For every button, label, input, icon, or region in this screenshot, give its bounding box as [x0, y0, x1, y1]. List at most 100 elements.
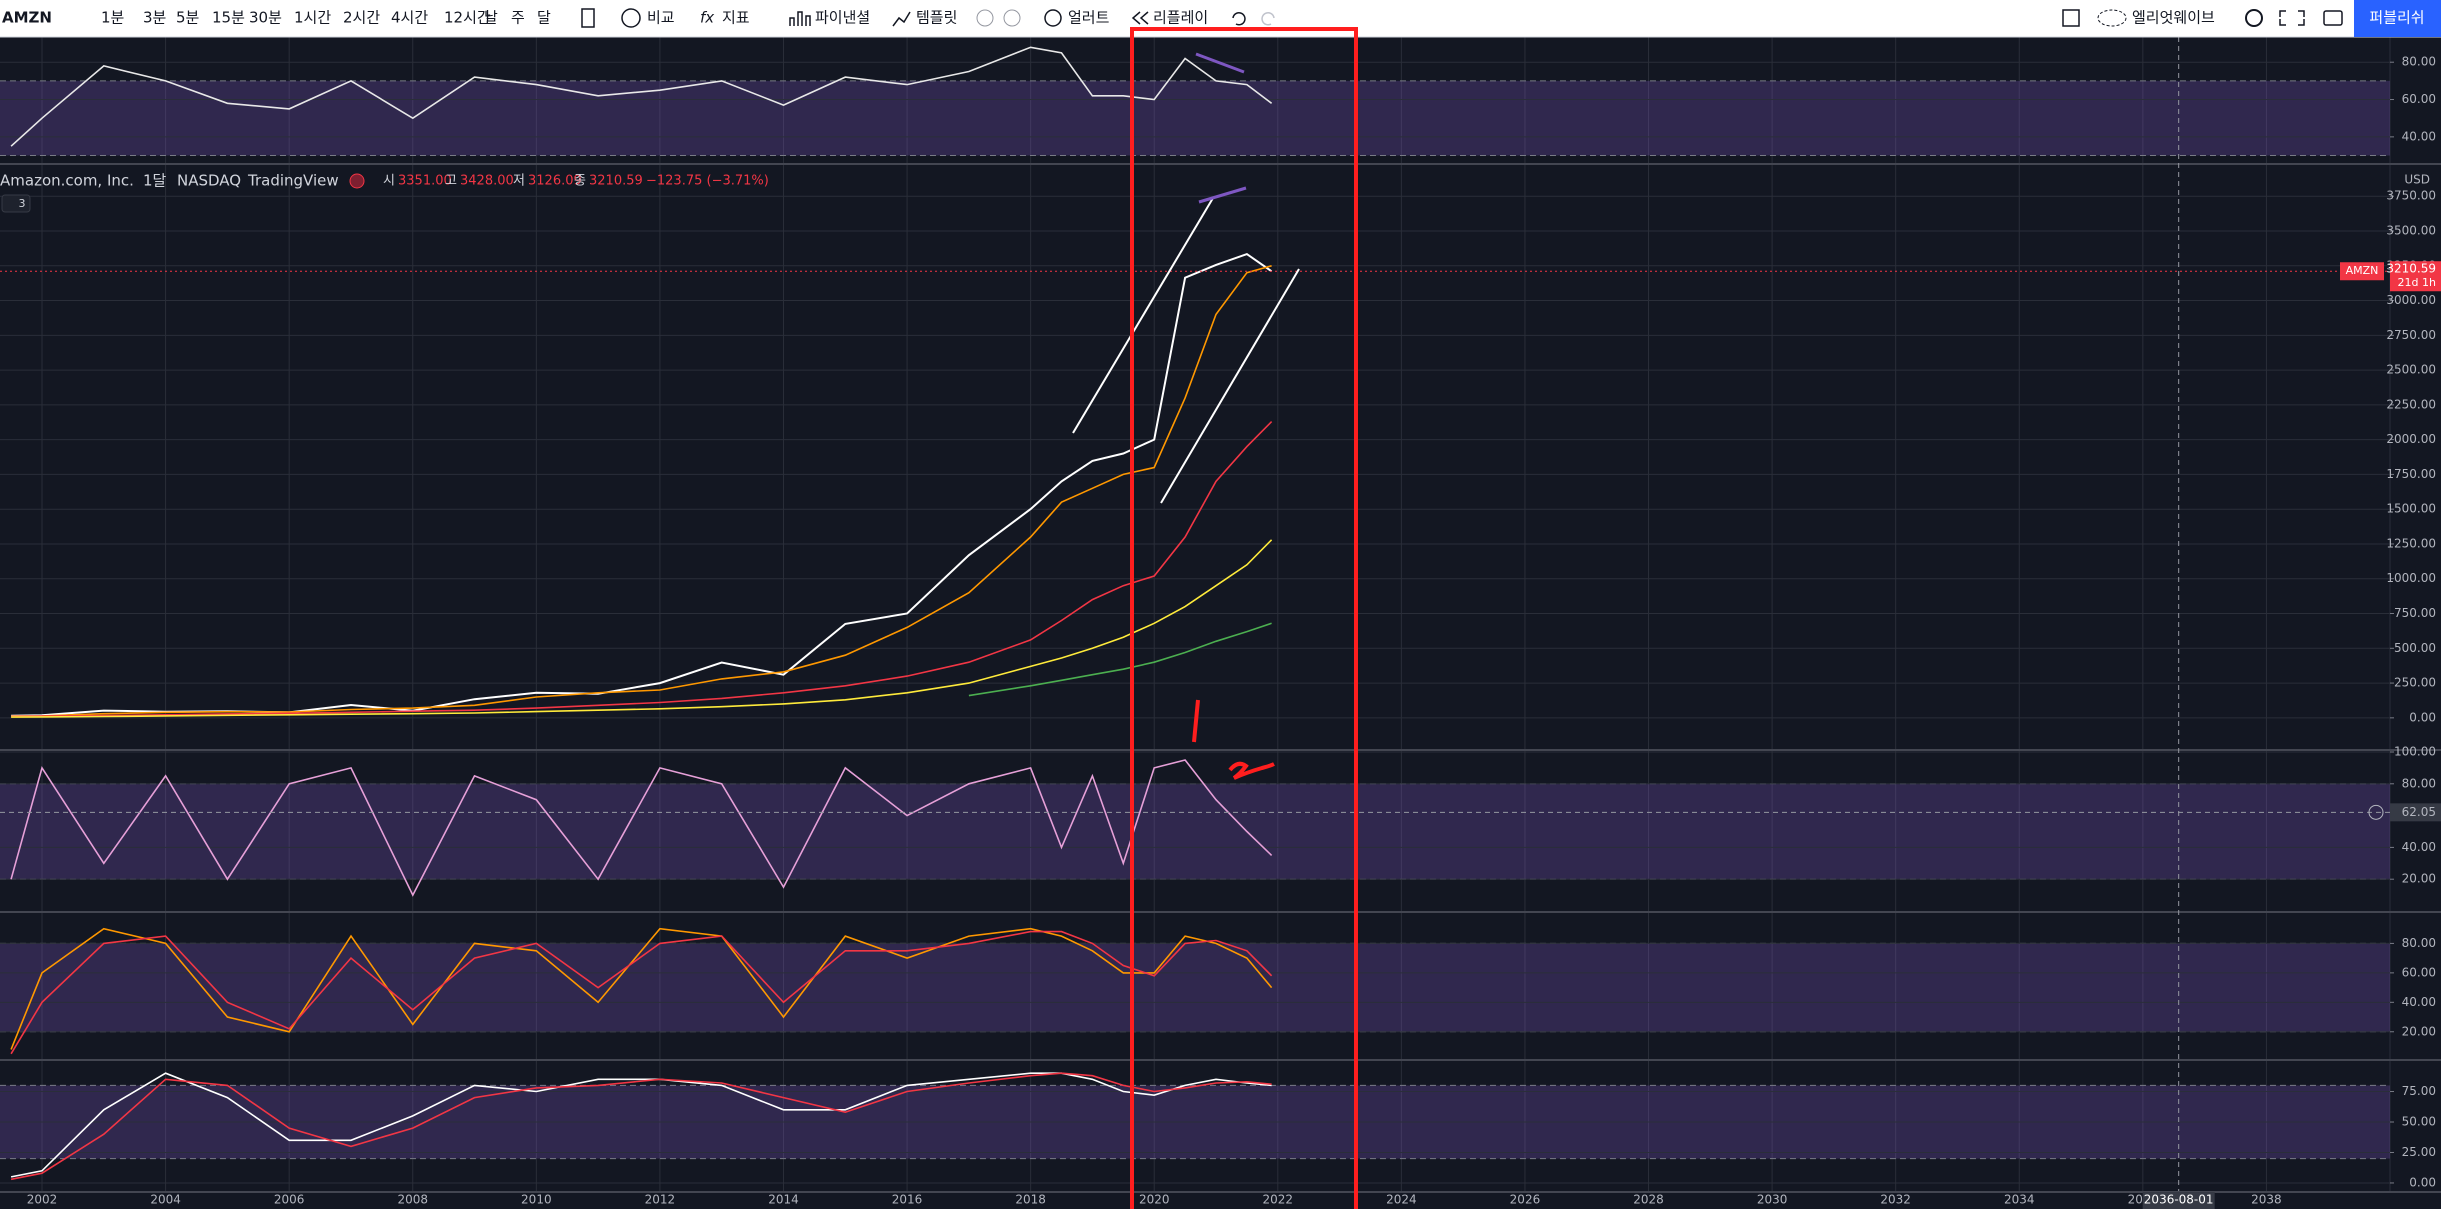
ohlc-name: 저	[513, 174, 525, 189]
annotation-two[interactable]	[1228, 761, 1275, 780]
y-tick-label: 1500.00	[2386, 502, 2436, 516]
interval-button[interactable]: 1분	[101, 9, 125, 27]
x-tick-label: 2026	[1510, 1193, 1541, 1207]
annotation-one[interactable]	[1192, 699, 1200, 743]
series-line	[10, 1072, 1272, 1178]
template-slot[interactable]	[976, 9, 994, 27]
currency[interactable]: USD	[2404, 173, 2430, 187]
series-line	[10, 46, 1273, 147]
legend-exchange: NASDAQ	[177, 172, 241, 190]
x-tick-label: 2034	[2004, 1193, 2035, 1207]
x-tick-label: 2018	[1015, 1193, 1046, 1207]
x-tick-label: 2038	[2251, 1193, 2282, 1207]
interval-button[interactable]: 12시간	[444, 9, 491, 27]
collapse-count: 3	[19, 197, 26, 210]
interval-button[interactable]: 날	[484, 9, 498, 27]
x-tick-label: 2016	[892, 1193, 923, 1207]
countdown: 21d 1h	[2398, 276, 2436, 289]
channel-line[interactable]	[1160, 268, 1300, 504]
interval-button[interactable]: 5분	[176, 9, 200, 27]
divergence-line[interactable]	[1198, 186, 1247, 204]
series-line	[968, 622, 1272, 697]
layout-name[interactable]: 엘리엇웨이브	[2132, 9, 2215, 27]
interval-button[interactable]: 15분	[212, 9, 245, 27]
y-tick-label: 2000.00	[2386, 432, 2436, 446]
interval-button[interactable]: 주	[511, 9, 525, 27]
band	[0, 943, 2390, 1032]
series-line	[10, 927, 1273, 1050]
compare-icon[interactable]	[621, 8, 641, 28]
price-tag	[2390, 261, 2441, 292]
highlight-box[interactable]	[1130, 27, 1358, 1209]
y-tick-label: 40.00	[2402, 129, 2436, 143]
y-tick-label: 20.00	[2402, 872, 2436, 886]
interval-button[interactable]: 30분	[249, 9, 282, 27]
x-tick-label: 2030	[1757, 1193, 1788, 1207]
templates-button[interactable]: 템플릿	[916, 9, 957, 27]
symbol[interactable]: AMZN	[2, 9, 52, 27]
y-tick-label: 75.00	[2402, 1084, 2436, 1098]
time-tag	[2142, 1192, 2215, 1209]
crosshair-value: 62.05	[2402, 805, 2436, 819]
settings-button[interactable]	[2245, 9, 2263, 27]
collapse-button[interactable]	[1, 194, 31, 213]
x-tick-label: 2004	[150, 1193, 181, 1207]
compare-button[interactable]: 비교	[647, 9, 675, 27]
y-tick-label: 40.00	[2402, 840, 2436, 854]
publish-label: 퍼블리쉬	[2369, 9, 2424, 27]
layout-icon[interactable]	[2062, 9, 2080, 27]
redo-button[interactable]	[1261, 12, 1275, 26]
x-tick-label: 2024	[1386, 1193, 1417, 1207]
y-tick-label: 60.00	[2402, 965, 2436, 979]
add-button[interactable]	[2368, 804, 2384, 820]
y-tick-label: 60.00	[2402, 92, 2436, 106]
x-tick-label: 2002	[27, 1193, 58, 1207]
alert-button[interactable]: 얼러트	[1068, 9, 1110, 27]
time-tag-label: 2036-08-01	[2144, 1193, 2214, 1207]
y-tick-label: 1750.00	[2386, 467, 2436, 481]
x-tick-label: 2028	[1633, 1193, 1664, 1207]
indicators-button[interactable]: 지표	[722, 9, 750, 27]
undo-button[interactable]	[1232, 12, 1246, 26]
publish-button[interactable]	[2354, 0, 2441, 37]
snapshot-button[interactable]	[2323, 10, 2343, 26]
legend-title: Amazon.com, Inc.	[0, 172, 134, 190]
candle-icon[interactable]	[581, 8, 595, 28]
ohlc-value: 3428.00	[460, 174, 514, 189]
template-slot[interactable]	[1003, 9, 1021, 27]
y-tick-label: 500.00	[2394, 641, 2436, 655]
interval-button[interactable]: 3분	[143, 9, 167, 27]
y-tick-label: 3500.00	[2386, 223, 2436, 237]
y-tick-label: 750.00	[2394, 606, 2436, 620]
ohlc-name: 고	[445, 174, 457, 189]
band	[0, 80, 2390, 156]
ohlc-name: 종	[574, 174, 586, 189]
ohlc-value: 3210.59	[589, 174, 643, 189]
series-line	[11, 265, 1272, 717]
band	[0, 783, 2390, 880]
symbol-tag	[2340, 262, 2384, 281]
divergence-line[interactable]	[1195, 52, 1245, 74]
status-dot	[349, 173, 365, 189]
legend-change: −123.75 (−3.71%)	[646, 174, 769, 189]
series-line	[10, 930, 1273, 1055]
interval-button[interactable]: 4시간	[391, 9, 428, 27]
interval-button[interactable]: 1시간	[294, 9, 331, 27]
y-tick-label: 50.00	[2402, 1115, 2436, 1129]
financials-button[interactable]: 파이낸셜	[815, 9, 870, 27]
alert-icon	[1044, 9, 1062, 27]
y-tick-label: 0.00	[2409, 710, 2436, 724]
y-tick-label: 80.00	[2402, 776, 2436, 790]
replay-button[interactable]: 리플레이	[1153, 9, 1208, 27]
x-tick-label: 2032	[1880, 1193, 1911, 1207]
x-tick-label: 2008	[397, 1193, 428, 1207]
fullscreen-button[interactable]	[2279, 10, 2305, 26]
interval-button[interactable]: 달	[537, 9, 551, 27]
cloud-icon	[2097, 9, 2127, 27]
interval-button[interactable]: 2시간	[343, 9, 380, 27]
templates-icon	[892, 11, 911, 27]
channel-line[interactable]	[1072, 197, 1214, 434]
x-tick-label: 2012	[645, 1193, 676, 1207]
